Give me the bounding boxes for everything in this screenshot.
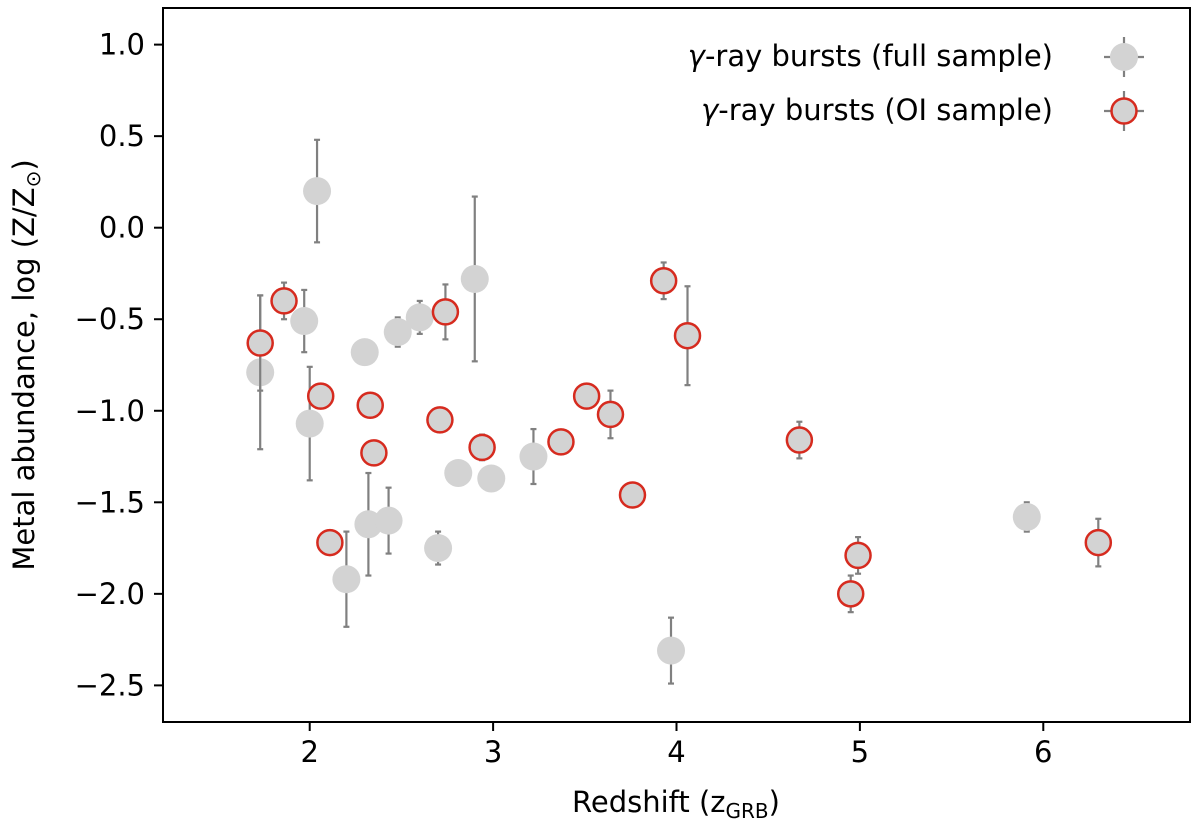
x-tick-label: 2 <box>300 735 318 769</box>
marker-oi <box>468 433 496 462</box>
marker-full <box>1012 502 1041 531</box>
point-oi <box>572 382 601 410</box>
marker-oi <box>618 481 647 509</box>
marker-oi <box>360 439 388 467</box>
point-oi <box>246 294 274 392</box>
y-tick-label: −2.5 <box>75 668 145 702</box>
point-full <box>477 464 506 493</box>
x-tick-label: 5 <box>851 735 869 769</box>
point-full <box>374 486 403 555</box>
y-tick-label: 0.0 <box>99 211 145 245</box>
marker-oi <box>356 391 384 420</box>
point-oi <box>596 389 625 440</box>
point-full <box>290 288 319 354</box>
point-oi <box>785 420 814 460</box>
point-oi <box>356 391 384 420</box>
marker-oi <box>431 298 460 326</box>
point-oi <box>844 535 872 575</box>
x-tick-label: 6 <box>1034 735 1052 769</box>
marker-full <box>656 636 685 665</box>
y-tick-label: −0.5 <box>75 302 145 336</box>
marker-full <box>383 318 412 347</box>
marker-oi <box>649 267 678 295</box>
y-axis-label: Metal abundance, log (Z/Z⊙) <box>7 159 45 570</box>
marker-full <box>477 464 506 493</box>
marker-full <box>332 565 361 594</box>
marker-oi <box>270 287 298 315</box>
point-oi <box>270 281 298 321</box>
marker-full <box>424 534 453 563</box>
y-tick-label: −1.0 <box>75 394 145 428</box>
marker-oi <box>836 580 865 608</box>
data-marks <box>246 138 1113 685</box>
legend-label-oi: γ-ray bursts (OI sample) <box>701 93 1053 127</box>
marker-oi <box>246 329 274 357</box>
point-oi <box>426 406 454 434</box>
point-full <box>1012 501 1041 533</box>
y-tick-label: −1.5 <box>75 485 145 519</box>
marker-oi <box>596 400 625 429</box>
marker-oi <box>844 541 872 570</box>
marker-full <box>295 409 324 438</box>
point-oi <box>431 283 460 341</box>
point-full <box>424 530 453 566</box>
marker-oi <box>306 382 335 410</box>
marker-oi <box>673 321 702 350</box>
point-oi <box>618 481 647 509</box>
y-tick-label: −2.0 <box>75 577 145 611</box>
point-full <box>332 530 361 628</box>
marker-oi <box>1084 528 1113 557</box>
legend-label-full: γ-ray bursts (full sample) <box>688 39 1053 73</box>
x-axis-label: Redshift (zGRB) <box>572 785 780 823</box>
marker-full <box>303 177 332 206</box>
y-axis-ticks: 1.0 0.5 0.0 −0.5 −1.0 −1.5 −2.0 −2.5 <box>75 28 163 702</box>
point-full <box>303 138 332 244</box>
point-oi <box>836 574 865 614</box>
legend-circle-full <box>1110 43 1138 71</box>
marker-oi <box>316 528 344 557</box>
x-tick-label: 4 <box>667 735 685 769</box>
point-full <box>405 299 434 335</box>
legend: γ-ray bursts (full sample) γ-ray bursts … <box>688 37 1144 131</box>
y-tick-label: 1.0 <box>99 28 145 62</box>
point-full <box>519 427 548 486</box>
legend-marker-full <box>1104 37 1144 77</box>
marker-oi <box>426 406 454 434</box>
point-full <box>383 316 412 348</box>
point-full <box>656 616 685 685</box>
point-oi <box>1084 517 1113 568</box>
marker-full <box>460 264 489 293</box>
point-full <box>460 195 489 363</box>
x-axis-ticks: 2 3 4 5 6 <box>300 722 1053 769</box>
point-full <box>350 338 379 367</box>
marker-full <box>374 506 403 535</box>
marker-oi <box>785 426 814 454</box>
marker-oi <box>547 428 575 456</box>
x-tick-label: 3 <box>484 735 502 769</box>
point-oi <box>673 285 702 387</box>
legend-circle-oi <box>1110 97 1138 125</box>
point-oi <box>649 261 678 301</box>
point-oi <box>306 382 335 410</box>
y-tick-label: 0.5 <box>99 119 145 153</box>
marker-full <box>519 442 548 471</box>
marker-full <box>444 459 473 488</box>
marker-oi <box>572 382 601 410</box>
point-oi <box>468 433 496 462</box>
marker-full <box>290 307 319 336</box>
marker-full <box>405 303 434 332</box>
point-oi <box>316 528 344 557</box>
legend-marker-oi <box>1104 91 1144 131</box>
point-full <box>295 365 324 482</box>
point-oi <box>547 428 575 456</box>
point-full <box>444 459 473 488</box>
point-oi <box>360 439 388 467</box>
marker-full <box>350 338 379 367</box>
